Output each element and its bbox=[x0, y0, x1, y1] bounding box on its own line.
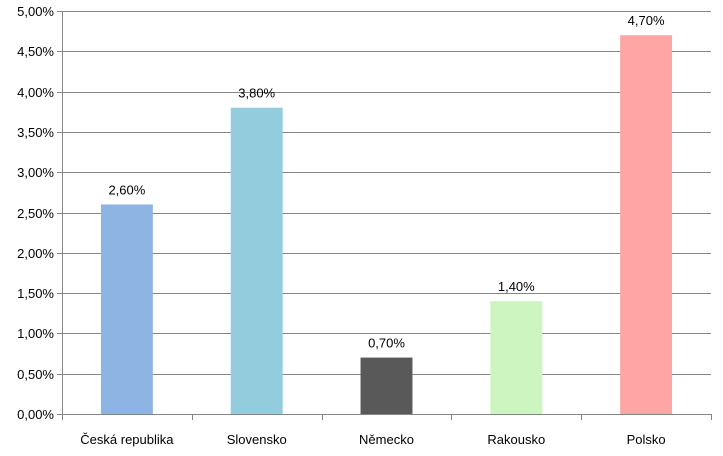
y-tick-label: 1,00% bbox=[17, 326, 54, 341]
gridlines bbox=[62, 11, 711, 375]
category-label: Polsko bbox=[627, 432, 666, 447]
y-tick-label: 3,00% bbox=[17, 165, 54, 180]
y-tick-label: 1,50% bbox=[17, 286, 54, 301]
y-tick-label: 2,00% bbox=[17, 246, 54, 261]
data-label: 3,80% bbox=[238, 86, 275, 101]
bar-4 bbox=[620, 35, 673, 415]
y-tick-label: 0,50% bbox=[17, 367, 54, 382]
y-tick-label: 5,00% bbox=[17, 4, 54, 19]
category-label: Česká republika bbox=[80, 432, 174, 447]
y-tick-label: 4,00% bbox=[17, 85, 54, 100]
category-label: Rakousko bbox=[487, 432, 545, 447]
data-labels: 2,60% 3,80% 0,70% 1,40% 4,70% bbox=[108, 13, 665, 350]
category-label: Slovensko bbox=[227, 432, 287, 447]
bars bbox=[100, 35, 673, 415]
bar-2 bbox=[360, 357, 413, 414]
data-label: 1,40% bbox=[498, 279, 535, 294]
axes bbox=[57, 11, 712, 420]
category-label: Německo bbox=[359, 432, 414, 447]
y-axis-tick-labels: 0,00% 0,50% 1,00% 1,50% 2,00% 2,50% 3,00% 3,50%… bbox=[17, 4, 54, 422]
data-label: 0,70% bbox=[368, 336, 405, 351]
x-axis-category-labels: Česká republika Slovensko Německo Rakousko P… bbox=[80, 432, 665, 447]
data-label: 4,70% bbox=[628, 13, 665, 28]
y-tick-label: 3,50% bbox=[17, 125, 54, 140]
bar-0 bbox=[100, 204, 153, 414]
y-tick-label: 2,50% bbox=[17, 206, 54, 221]
y-tick-label: 4,50% bbox=[17, 44, 54, 59]
bar-1 bbox=[230, 107, 283, 414]
data-label: 2,60% bbox=[108, 182, 145, 197]
bar-3 bbox=[490, 301, 543, 414]
y-tick-label: 0,00% bbox=[17, 407, 54, 422]
